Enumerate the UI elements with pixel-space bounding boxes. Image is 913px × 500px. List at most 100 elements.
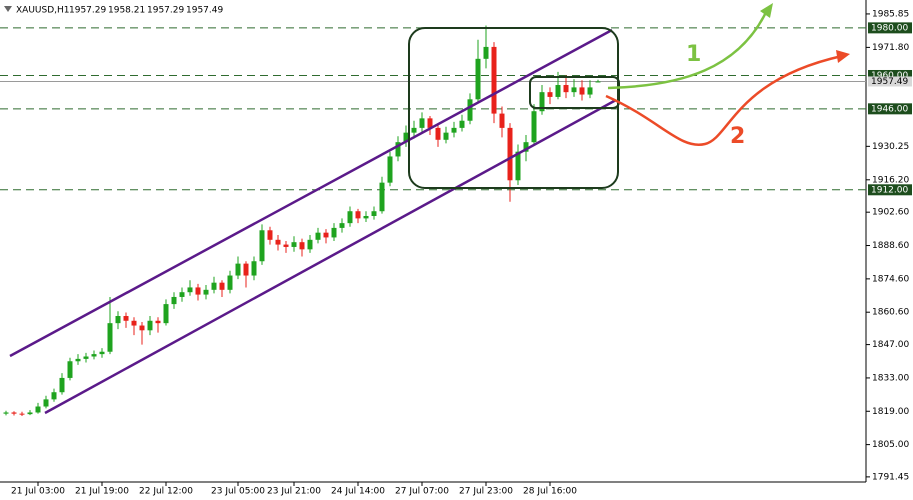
current-price-label: 1957.49 bbox=[871, 77, 908, 87]
candle-body bbox=[451, 127, 457, 133]
header-high: 1958.21 bbox=[108, 6, 145, 16]
y-tick-label: 1819.00 bbox=[872, 407, 909, 417]
candle-body bbox=[67, 361, 73, 378]
x-tick-label: 23 Jul 05:00 bbox=[211, 487, 265, 497]
candle-body bbox=[259, 230, 265, 262]
candle-body bbox=[539, 92, 545, 112]
x-tick-label: 22 Jul 12:00 bbox=[139, 487, 193, 497]
candle-body bbox=[267, 230, 273, 240]
candle-body bbox=[59, 377, 65, 393]
candle-body bbox=[203, 289, 209, 295]
candle-body bbox=[243, 263, 249, 276]
candle-body bbox=[123, 316, 129, 321]
y-tick-label: 1874.60 bbox=[872, 274, 909, 284]
candle-body bbox=[11, 412, 17, 414]
scenario-arrow-2 bbox=[605, 54, 843, 147]
candle-body bbox=[275, 239, 281, 245]
y-tick-label: 1930.25 bbox=[872, 142, 909, 152]
candle-body bbox=[299, 242, 305, 250]
candle-body bbox=[323, 232, 329, 238]
y-tick-label: 1985.85 bbox=[872, 9, 909, 19]
header-open: 1957.29 bbox=[69, 6, 106, 16]
x-tick-label: 23 Jul 21:00 bbox=[267, 487, 321, 497]
candle-body bbox=[179, 292, 185, 297]
candle-body bbox=[315, 232, 321, 240]
candle-body bbox=[507, 127, 513, 181]
header-low: 1957.29 bbox=[147, 6, 184, 16]
plot bbox=[0, 25, 866, 417]
candle-body bbox=[115, 316, 121, 324]
candle-body bbox=[587, 87, 593, 95]
range-box bbox=[408, 27, 619, 189]
candle-body bbox=[251, 261, 257, 276]
candle-body bbox=[147, 320, 153, 331]
y-tick-label: 1847.00 bbox=[872, 340, 909, 350]
candle-body bbox=[195, 287, 201, 295]
candle-body bbox=[283, 244, 289, 247]
candle-body bbox=[595, 81, 601, 83]
candle-body bbox=[547, 92, 553, 97]
candle-body bbox=[27, 412, 33, 415]
candle-body bbox=[499, 113, 505, 128]
symbol-icon bbox=[4, 6, 12, 12]
candle-body bbox=[395, 142, 401, 157]
y-tick-label: 1791.45 bbox=[872, 472, 909, 482]
candle-body bbox=[579, 87, 585, 95]
candle-body bbox=[291, 242, 297, 247]
channel-upper bbox=[9, 28, 613, 358]
x-tick-label: 27 Jul 23:00 bbox=[459, 487, 513, 497]
candle-body bbox=[307, 239, 313, 250]
candle-body bbox=[403, 132, 409, 143]
level-label-box bbox=[868, 184, 912, 196]
candle-body bbox=[19, 413, 25, 415]
candle-body bbox=[107, 323, 113, 352]
candle-body bbox=[515, 151, 521, 181]
candle-body bbox=[411, 127, 417, 133]
candle-body bbox=[51, 392, 57, 400]
y-tick-label: 1860.60 bbox=[872, 308, 909, 318]
candle-body bbox=[531, 111, 537, 143]
candle-body bbox=[99, 351, 105, 355]
level-label-box bbox=[868, 22, 912, 34]
y-tick-label: 1833.00 bbox=[872, 373, 909, 383]
level-label: 1980.00 bbox=[871, 23, 908, 33]
candle-body bbox=[171, 296, 177, 305]
candle-body bbox=[35, 406, 41, 413]
y-tick-label: 1805.00 bbox=[872, 440, 909, 450]
y-tick-label: 1888.60 bbox=[872, 241, 909, 251]
candle-body bbox=[563, 85, 569, 93]
arrow-head-1 bbox=[760, 3, 773, 18]
candle-body bbox=[363, 215, 369, 219]
candle-body bbox=[163, 304, 169, 324]
x-tick-label: 28 Jul 16:00 bbox=[523, 487, 577, 497]
candle-body bbox=[3, 412, 9, 414]
candle-body bbox=[227, 275, 233, 290]
candle-body bbox=[459, 120, 465, 128]
candle-body bbox=[467, 99, 473, 121]
candle-body bbox=[331, 227, 337, 238]
candle-body bbox=[555, 85, 561, 97]
candle-body bbox=[131, 320, 137, 326]
candle-body bbox=[475, 58, 481, 100]
candle-body bbox=[43, 399, 49, 407]
candle-body bbox=[187, 287, 193, 293]
candle-body bbox=[523, 142, 529, 152]
candle-body bbox=[491, 46, 497, 114]
y-tick-label: 1916.20 bbox=[872, 175, 909, 185]
candle-body bbox=[355, 211, 361, 219]
candle-body bbox=[435, 127, 441, 140]
scenario-arrow-1 bbox=[607, 7, 770, 90]
y-tick-label: 1902.60 bbox=[872, 208, 909, 218]
candle-body bbox=[443, 132, 449, 140]
candle-body bbox=[339, 223, 345, 228]
candle-body bbox=[347, 211, 353, 224]
candle-body bbox=[235, 263, 241, 276]
candle-body bbox=[379, 182, 385, 212]
candle-body bbox=[155, 320, 161, 324]
current-price-box bbox=[868, 76, 912, 87]
symbol-title: XAUUSD,H1 bbox=[16, 6, 70, 16]
candle-body bbox=[219, 282, 225, 290]
level-label-box bbox=[868, 103, 912, 115]
